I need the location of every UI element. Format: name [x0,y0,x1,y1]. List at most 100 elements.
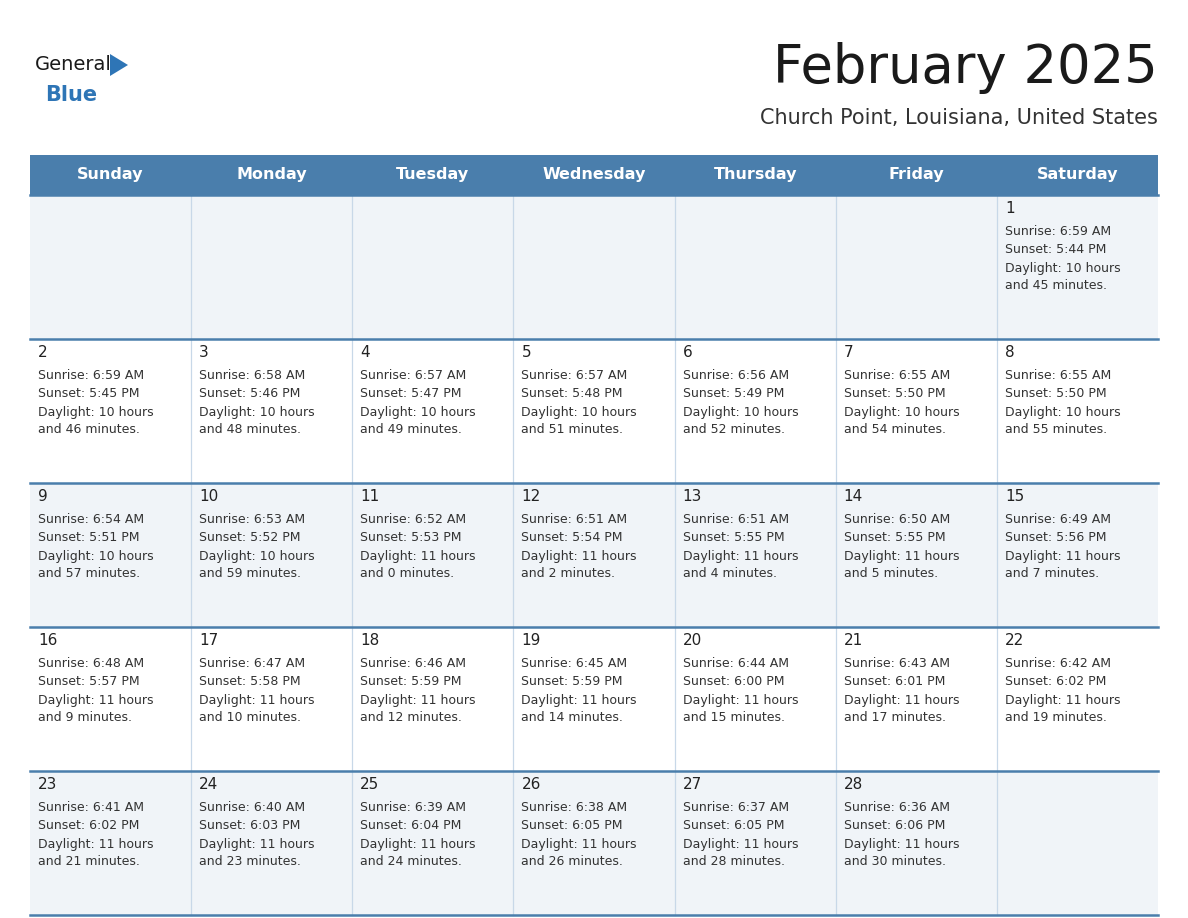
Text: Daylight: 11 hours: Daylight: 11 hours [683,694,798,707]
Text: Daylight: 10 hours: Daylight: 10 hours [360,406,476,419]
Text: Sunset: 6:06 PM: Sunset: 6:06 PM [843,820,946,833]
Text: Sunset: 5:55 PM: Sunset: 5:55 PM [843,532,946,544]
Text: Sunrise: 6:54 AM: Sunrise: 6:54 AM [38,513,144,526]
Text: 17: 17 [200,633,219,648]
Text: Daylight: 11 hours: Daylight: 11 hours [200,838,315,851]
Text: Sunrise: 6:51 AM: Sunrise: 6:51 AM [522,513,627,526]
Text: and 4 minutes.: and 4 minutes. [683,567,777,580]
Text: Sunrise: 6:57 AM: Sunrise: 6:57 AM [522,369,627,382]
Text: and 12 minutes.: and 12 minutes. [360,711,462,724]
Polygon shape [110,54,128,76]
Text: Daylight: 11 hours: Daylight: 11 hours [1005,550,1120,563]
Text: Sunset: 5:54 PM: Sunset: 5:54 PM [522,532,623,544]
Text: 9: 9 [38,489,48,504]
Bar [30,483,1158,627]
Text: Daylight: 11 hours: Daylight: 11 hours [360,838,475,851]
Text: Daylight: 10 hours: Daylight: 10 hours [1005,406,1120,419]
Text: Sunrise: 6:37 AM: Sunrise: 6:37 AM [683,801,789,814]
Text: and 10 minutes.: and 10 minutes. [200,711,301,724]
Text: and 54 minutes.: and 54 minutes. [843,423,946,436]
Text: and 28 minutes.: and 28 minutes. [683,856,784,868]
Text: Sunset: 6:05 PM: Sunset: 6:05 PM [522,820,623,833]
Text: and 26 minutes.: and 26 minutes. [522,856,624,868]
Text: February 2025: February 2025 [773,42,1158,94]
Text: and 5 minutes.: and 5 minutes. [843,567,937,580]
Text: 19: 19 [522,633,541,648]
Text: and 0 minutes.: and 0 minutes. [360,567,455,580]
Text: Sunrise: 6:43 AM: Sunrise: 6:43 AM [843,657,949,670]
Text: Sunrise: 6:41 AM: Sunrise: 6:41 AM [38,801,144,814]
Text: Daylight: 10 hours: Daylight: 10 hours [843,406,960,419]
Text: Daylight: 11 hours: Daylight: 11 hours [1005,694,1120,707]
Text: Sunset: 5:55 PM: Sunset: 5:55 PM [683,532,784,544]
Text: Sunrise: 6:58 AM: Sunrise: 6:58 AM [200,369,305,382]
Text: 16: 16 [38,633,57,648]
Text: Tuesday: Tuesday [397,167,469,183]
Bar [30,195,1158,339]
Text: 15: 15 [1005,489,1024,504]
Text: Daylight: 11 hours: Daylight: 11 hours [360,694,475,707]
Text: 27: 27 [683,777,702,792]
Text: and 57 minutes.: and 57 minutes. [38,567,140,580]
Text: Sunset: 5:51 PM: Sunset: 5:51 PM [38,532,139,544]
Text: Sunrise: 6:45 AM: Sunrise: 6:45 AM [522,657,627,670]
Text: Sunrise: 6:46 AM: Sunrise: 6:46 AM [360,657,466,670]
Text: 26: 26 [522,777,541,792]
Text: Daylight: 10 hours: Daylight: 10 hours [38,406,153,419]
Text: 3: 3 [200,345,209,360]
Text: Daylight: 11 hours: Daylight: 11 hours [522,550,637,563]
Text: Sunset: 5:50 PM: Sunset: 5:50 PM [1005,387,1106,400]
Text: Thursday: Thursday [713,167,797,183]
Text: General: General [34,55,112,74]
Text: Daylight: 11 hours: Daylight: 11 hours [200,694,315,707]
Text: 23: 23 [38,777,57,792]
Text: Wednesday: Wednesday [542,167,646,183]
Text: Daylight: 10 hours: Daylight: 10 hours [200,550,315,563]
Text: and 9 minutes.: and 9 minutes. [38,711,132,724]
Text: Sunday: Sunday [77,167,144,183]
Text: Sunrise: 6:44 AM: Sunrise: 6:44 AM [683,657,789,670]
Text: Daylight: 10 hours: Daylight: 10 hours [200,406,315,419]
Text: Sunset: 5:46 PM: Sunset: 5:46 PM [200,387,301,400]
Text: Sunset: 5:50 PM: Sunset: 5:50 PM [843,387,946,400]
Text: Sunrise: 6:52 AM: Sunrise: 6:52 AM [360,513,467,526]
Text: 18: 18 [360,633,379,648]
Text: Sunset: 6:02 PM: Sunset: 6:02 PM [38,820,139,833]
Text: 20: 20 [683,633,702,648]
Text: 6: 6 [683,345,693,360]
Text: and 48 minutes.: and 48 minutes. [200,423,301,436]
Text: Sunset: 5:52 PM: Sunset: 5:52 PM [200,532,301,544]
Text: and 59 minutes.: and 59 minutes. [200,567,301,580]
Text: 5: 5 [522,345,531,360]
Text: Sunrise: 6:51 AM: Sunrise: 6:51 AM [683,513,789,526]
Text: Sunrise: 6:59 AM: Sunrise: 6:59 AM [38,369,144,382]
Text: Daylight: 11 hours: Daylight: 11 hours [843,838,959,851]
Text: Sunrise: 6:38 AM: Sunrise: 6:38 AM [522,801,627,814]
Text: 4: 4 [360,345,369,360]
Text: Saturday: Saturday [1037,167,1118,183]
Text: Sunrise: 6:39 AM: Sunrise: 6:39 AM [360,801,466,814]
Bar [30,627,1158,771]
Text: Daylight: 10 hours: Daylight: 10 hours [38,550,153,563]
Text: Sunrise: 6:55 AM: Sunrise: 6:55 AM [843,369,950,382]
Text: 11: 11 [360,489,379,504]
Text: Sunrise: 6:49 AM: Sunrise: 6:49 AM [1005,513,1111,526]
Bar [30,339,1158,483]
Bar [30,771,1158,915]
Text: 22: 22 [1005,633,1024,648]
Bar [30,155,1158,195]
Text: and 21 minutes.: and 21 minutes. [38,856,140,868]
Text: 1: 1 [1005,201,1015,216]
Text: Sunrise: 6:55 AM: Sunrise: 6:55 AM [1005,369,1111,382]
Text: and 46 minutes.: and 46 minutes. [38,423,140,436]
Text: Daylight: 10 hours: Daylight: 10 hours [522,406,637,419]
Text: 12: 12 [522,489,541,504]
Text: Sunset: 6:01 PM: Sunset: 6:01 PM [843,676,946,688]
Text: and 45 minutes.: and 45 minutes. [1005,279,1107,293]
Text: Sunrise: 6:56 AM: Sunrise: 6:56 AM [683,369,789,382]
Text: Sunset: 5:56 PM: Sunset: 5:56 PM [1005,532,1106,544]
Text: 25: 25 [360,777,379,792]
Text: Sunset: 5:48 PM: Sunset: 5:48 PM [522,387,623,400]
Text: and 23 minutes.: and 23 minutes. [200,856,301,868]
Text: Monday: Monday [236,167,307,183]
